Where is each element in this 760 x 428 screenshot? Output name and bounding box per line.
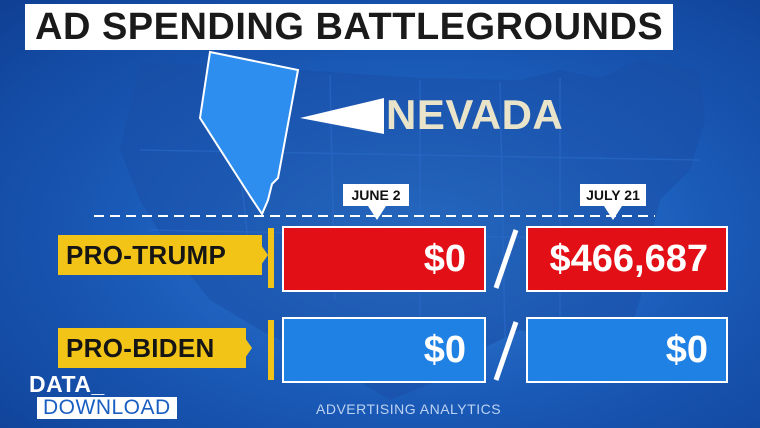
value-pro-biden-july: $0 xyxy=(526,317,728,383)
value-pro-biden-june: $0 xyxy=(282,317,486,383)
date-pointer-2 xyxy=(604,206,622,220)
accent-bar-trump xyxy=(268,228,274,288)
slash-divider-top xyxy=(493,229,519,289)
value-pro-trump-june: $0 xyxy=(282,226,486,292)
page-title: AD SPENDING BATTLEGROUNDS xyxy=(35,6,664,48)
date-label-2: JULY 21 xyxy=(580,184,646,206)
source-credit: ADVERTISING ANALYTICS xyxy=(316,401,502,417)
slash-divider-bottom xyxy=(493,321,519,381)
value-pro-trump-july: $466,687 xyxy=(526,226,728,292)
row-label-pro-trump: PRO-TRUMP xyxy=(58,235,262,275)
state-name-label: NEVADA xyxy=(386,91,564,138)
date-label-1: JUNE 2 xyxy=(343,184,409,206)
date-pointer-1 xyxy=(368,206,386,220)
title-banner: AD SPENDING BATTLEGROUNDS xyxy=(25,4,674,50)
pointer-arrow xyxy=(300,98,384,134)
row-label-pro-biden: PRO-BIDEN xyxy=(58,328,246,368)
logo-download-text: DOWNLOAD xyxy=(37,397,177,419)
nevada-state-shape xyxy=(198,50,300,217)
logo-data-text: DATA_ xyxy=(29,371,105,397)
accent-bar-biden xyxy=(268,320,274,380)
